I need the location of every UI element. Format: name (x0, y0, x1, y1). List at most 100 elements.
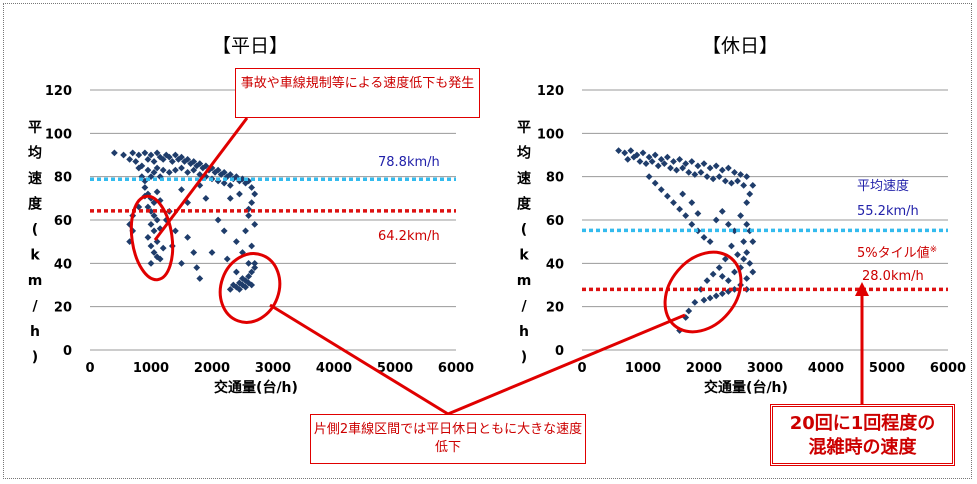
holiday-gridlines (582, 89, 948, 351)
data-point (251, 220, 259, 228)
data-point (691, 298, 699, 306)
weekday-y-ticks: 0 20 40 60 80 100 120 (45, 84, 72, 359)
highlight-marks (129, 117, 864, 416)
data-point (721, 255, 729, 263)
data-point (636, 158, 644, 165)
x-tick-label: 5000 (377, 361, 413, 376)
data-point (624, 155, 632, 163)
data-point (670, 199, 677, 207)
data-point (740, 255, 748, 263)
data-point (193, 264, 201, 272)
data-point (251, 264, 259, 272)
data-point (743, 275, 751, 282)
data-point (694, 162, 702, 170)
x-tick-label: 1000 (133, 361, 169, 376)
accident-ellipse (129, 194, 175, 282)
x-tick-label: 1000 (625, 361, 661, 376)
y-tick-label: 20 (546, 301, 564, 316)
y-axis-label-char: / (521, 299, 527, 315)
data-point (202, 194, 210, 202)
holiday-avg-value: 55.2km/h (857, 204, 919, 219)
data-point (673, 166, 680, 174)
data-point (172, 227, 179, 235)
data-point (709, 175, 717, 183)
y-axis-label-char: ) (32, 350, 38, 366)
data-point (725, 277, 732, 285)
y-axis-label-char: h (519, 324, 529, 340)
holiday-y-axis-label: 平均速度 (km / h) (517, 120, 532, 366)
data-point (226, 171, 234, 178)
data-point (129, 149, 137, 157)
data-point (688, 158, 696, 165)
x-tick-label: 0 (85, 361, 94, 376)
data-point (220, 227, 228, 235)
data-point (248, 281, 256, 289)
y-tick-label: 80 (54, 171, 72, 186)
data-point (147, 151, 155, 159)
data-point (709, 270, 717, 278)
data-point (165, 168, 173, 176)
data-point (150, 212, 158, 220)
data-point (144, 155, 152, 163)
congestion-speed-callout: 20回に1回程度の混雑時の速度 (770, 404, 955, 466)
data-point (715, 264, 723, 272)
data-point (749, 268, 757, 276)
holiday-avg-label: 平均速度 (857, 178, 909, 194)
y-axis-label-char: ) (521, 350, 527, 366)
data-point (682, 212, 690, 220)
holiday-y-ticks: 0 20 40 60 80 100 120 (537, 84, 564, 359)
data-point (245, 212, 252, 220)
y-axis-label-char: / (32, 299, 38, 315)
data-point (190, 158, 198, 165)
weekday-x-axis-label: 交通量(台/h) (214, 379, 298, 396)
weekday-title: 【平日】 (212, 35, 288, 57)
data-point (159, 155, 167, 163)
data-point (731, 268, 738, 276)
y-axis-label-char: h (30, 324, 40, 340)
data-point (703, 173, 711, 181)
data-point (676, 155, 683, 163)
data-point (251, 190, 259, 198)
data-point (153, 188, 161, 196)
two-lane-callout: 片側2車線区間では平日休日ともに大きな速度低下 (310, 414, 586, 464)
data-point (718, 166, 726, 174)
data-point (749, 238, 757, 246)
data-point (648, 158, 656, 165)
data-point (737, 171, 744, 178)
weekday-x-ticks: 0 1000 2000 3000 4000 5000 6000 (85, 361, 474, 376)
weekday-pct-speed-label: 64.2km/h (378, 229, 440, 244)
data-point (746, 259, 754, 267)
data-point (150, 249, 158, 256)
y-axis-label-char: m (28, 273, 43, 289)
data-point (697, 168, 705, 176)
data-point (700, 296, 708, 304)
two-lane-connector-right (447, 313, 686, 416)
data-point (178, 164, 185, 172)
accident-connector (153, 117, 249, 241)
data-point (159, 166, 167, 174)
data-point (615, 147, 622, 155)
data-point (734, 251, 741, 259)
holiday-congestion-ellipse (663, 250, 743, 334)
data-point (190, 166, 198, 174)
data-point (712, 162, 720, 170)
data-point (135, 164, 143, 172)
data-point (651, 179, 659, 187)
weekday-congestion-ellipse (218, 252, 282, 324)
figure-frame (3, 3, 972, 479)
data-point (688, 220, 696, 228)
data-point (712, 216, 720, 224)
y-axis-label-char: 速 (28, 170, 42, 187)
data-point (731, 168, 738, 176)
data-point (248, 242, 256, 250)
weekday-avg-speed-label: 78.8km/h (378, 155, 440, 170)
data-point (236, 190, 243, 198)
data-point (667, 164, 674, 172)
data-point (190, 249, 198, 256)
data-point (153, 164, 161, 172)
data-point (141, 149, 149, 157)
holiday-pct-mark: ※ (930, 245, 938, 255)
data-point (196, 160, 204, 168)
data-point (245, 259, 252, 267)
data-point (153, 216, 161, 224)
